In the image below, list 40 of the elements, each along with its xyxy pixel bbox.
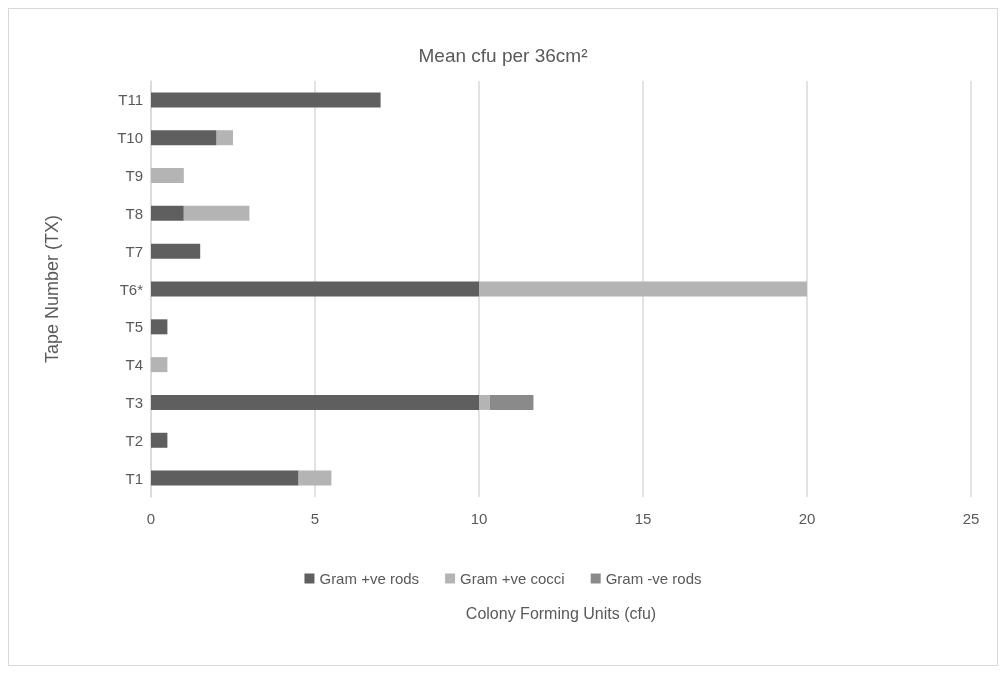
y-tick-label: T10: [117, 129, 143, 147]
x-axis-title: Colony Forming Units (cfu): [465, 604, 657, 622]
bar: [151, 92, 381, 108]
y-tick-label: T8: [125, 204, 143, 222]
bar: [151, 281, 479, 297]
bar: [151, 394, 479, 410]
bar: [151, 205, 184, 221]
y-tick-label: T5: [125, 318, 143, 336]
bar: [489, 394, 534, 410]
x-tick-label: 10: [470, 510, 488, 527]
y-tick-label: T7: [125, 242, 143, 260]
y-tick-label: T3: [125, 393, 143, 411]
y-tick-label: T4: [125, 356, 143, 374]
x-tick-label: 0: [146, 510, 156, 527]
x-tick-label: 5: [310, 510, 320, 527]
legend-label: Gram +ve cocci: [460, 570, 565, 587]
x-tick-label: 25: [962, 510, 980, 527]
bar: [151, 130, 217, 146]
legend-label: Gram -ve rods: [605, 570, 702, 587]
x-tick-label: 15: [634, 510, 652, 527]
y-tick-label: T9: [125, 167, 143, 185]
y-axis-title: Tape Number (TX): [42, 214, 62, 364]
bar: [183, 205, 250, 221]
y-tick-label: T1: [125, 469, 143, 487]
bar: [151, 357, 168, 373]
bar: [216, 130, 233, 146]
bar: [298, 470, 332, 486]
y-tick-label: T2: [125, 431, 143, 449]
bar: [151, 319, 168, 335]
bar: [479, 394, 490, 410]
bar: [151, 168, 184, 184]
x-tick-label: 20: [798, 510, 816, 527]
bar: [151, 470, 299, 486]
y-tick-label: T6*: [119, 280, 144, 298]
bar: [479, 281, 807, 297]
chart-title: Mean cfu per 36cm²: [418, 45, 588, 66]
legend-label: Gram +ve rods: [319, 570, 420, 587]
y-tick-label: T11: [118, 91, 143, 109]
bar: [151, 432, 168, 448]
bar: [151, 243, 201, 259]
